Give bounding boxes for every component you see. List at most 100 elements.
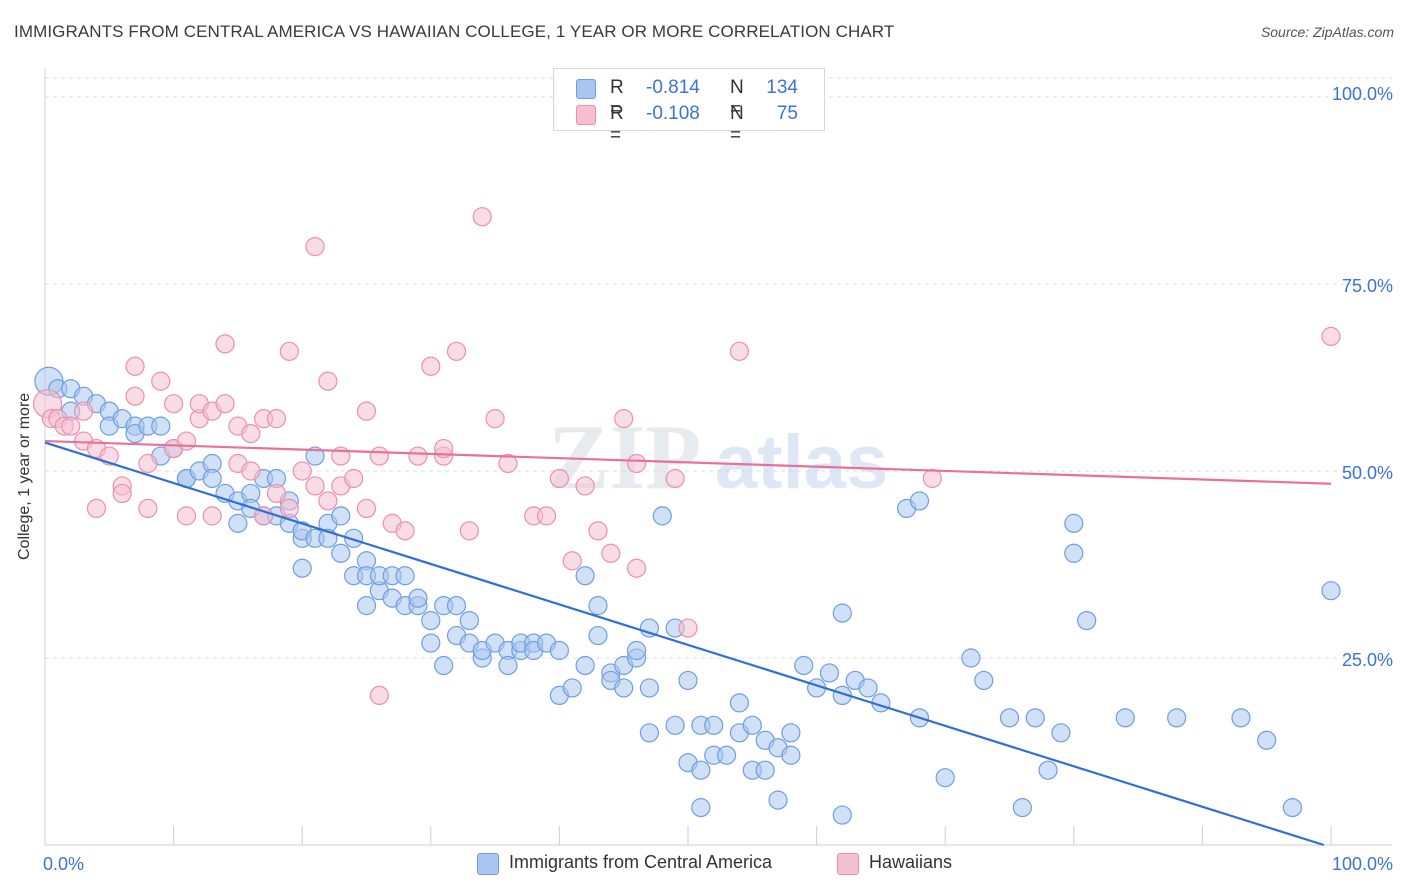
legend-swatch-blue — [576, 79, 596, 99]
point-central-america — [639, 723, 660, 743]
point-hawaiian — [279, 341, 299, 361]
point-central-america — [614, 678, 634, 698]
point-hawaiian — [369, 446, 389, 466]
r-value: -0.814 — [646, 77, 700, 98]
point-hawaiian — [151, 371, 171, 391]
r-label: R = — [610, 77, 624, 120]
point-central-america — [781, 723, 801, 743]
point-central-america — [588, 596, 608, 616]
point-hawaiian — [266, 483, 287, 504]
point-central-america — [228, 513, 248, 533]
point-central-america — [652, 506, 672, 526]
point-central-america — [1282, 797, 1303, 818]
legend-swatch-blue — [477, 853, 499, 875]
point-central-america — [498, 655, 518, 676]
point-hawaiian — [125, 386, 145, 406]
point-central-america — [665, 715, 685, 735]
point-central-america — [1231, 708, 1251, 728]
point-central-america — [1012, 797, 1032, 818]
legend-swatch-pink — [837, 853, 859, 875]
point-hawaiian — [922, 468, 942, 489]
watermark: ZIP atlas — [548, 406, 888, 508]
point-central-america — [588, 625, 608, 646]
point-central-america — [1077, 610, 1097, 631]
y-tick-label: 25.0% — [1342, 650, 1393, 670]
point-hawaiian — [138, 453, 158, 474]
point-central-america — [768, 790, 788, 810]
point-central-america — [794, 655, 814, 676]
point-hawaiian — [498, 453, 518, 474]
y-tick-label: 100.0% — [1332, 84, 1393, 104]
point-hawaiian — [279, 498, 299, 518]
r-label: R = — [610, 103, 624, 146]
point-hawaiian — [575, 476, 595, 496]
point-central-america — [755, 760, 775, 780]
tick-labels: 25.0% 50.0% 75.0% 100.0% 0.0% 100.0% — [43, 84, 1393, 874]
point-hawaiian — [356, 498, 377, 518]
points-layer — [32, 207, 1341, 825]
stats-legend: R = -0.814 N = 134 R = -0.108 N = 75 — [553, 68, 825, 146]
point-hawaiian — [305, 237, 325, 257]
point-hawaiian — [562, 551, 582, 571]
n-label: N = — [730, 103, 744, 146]
point-hawaiian — [421, 356, 441, 376]
point-hawaiian — [215, 394, 235, 414]
point-central-america — [626, 640, 647, 661]
point-central-america — [1257, 730, 1277, 750]
point-hawaiian — [266, 409, 287, 429]
point-hawaiian — [176, 506, 197, 526]
point-central-america — [575, 566, 595, 586]
point-central-america — [151, 416, 171, 436]
point-central-america — [1321, 581, 1341, 601]
point-central-america — [344, 528, 364, 548]
point-central-america — [1051, 723, 1071, 743]
n-value: 134 — [766, 77, 798, 98]
point-hawaiian — [241, 424, 261, 444]
point-central-america — [356, 596, 377, 616]
chart-title: IMMIGRANTS FROM CENTRAL AMERICA VS HAWAI… — [14, 22, 895, 41]
point-central-america — [446, 596, 467, 616]
point-hawaiian — [459, 521, 479, 541]
n-value: 75 — [776, 103, 798, 124]
point-central-america — [999, 708, 1020, 728]
point-central-america — [202, 468, 222, 489]
point-hawaiian — [292, 461, 312, 481]
point-central-america — [292, 558, 312, 578]
point-central-america — [716, 745, 737, 765]
point-central-america — [1038, 760, 1058, 780]
point-hawaiian — [254, 506, 274, 526]
point-central-america — [395, 566, 415, 586]
point-hawaiian — [318, 371, 338, 391]
point-hawaiian — [138, 498, 158, 518]
point-central-america — [421, 610, 441, 631]
point-central-america — [691, 797, 711, 818]
point-central-america — [961, 648, 981, 668]
point-central-america — [421, 633, 441, 653]
point-central-america — [678, 670, 698, 691]
legend-label: Immigrants from Central America — [509, 852, 773, 872]
point-central-america — [1064, 513, 1084, 533]
point-central-america — [691, 760, 711, 780]
watermark-atlas: atlas — [715, 420, 888, 505]
grid-lines — [45, 77, 1392, 659]
point-hawaiian — [215, 334, 235, 354]
point-central-america — [832, 603, 852, 623]
point-central-america — [729, 693, 750, 713]
source-label: Source: ZipAtlas.com — [1260, 24, 1394, 40]
legend-swatch-pink — [576, 105, 596, 125]
point-hawaiian — [601, 543, 621, 563]
point-hawaiian — [73, 401, 94, 421]
point-central-america — [549, 640, 570, 661]
point-central-america — [832, 805, 852, 825]
point-central-america — [1167, 708, 1187, 728]
point-central-america — [562, 678, 582, 698]
point-hawaiian — [536, 506, 557, 526]
point-central-america — [742, 715, 762, 735]
point-hawaiian — [678, 618, 698, 638]
point-central-america — [408, 588, 428, 608]
point-central-america — [1025, 708, 1045, 728]
point-hawaiian — [241, 461, 261, 481]
point-hawaiian — [318, 491, 338, 511]
point-hawaiian — [446, 341, 467, 361]
